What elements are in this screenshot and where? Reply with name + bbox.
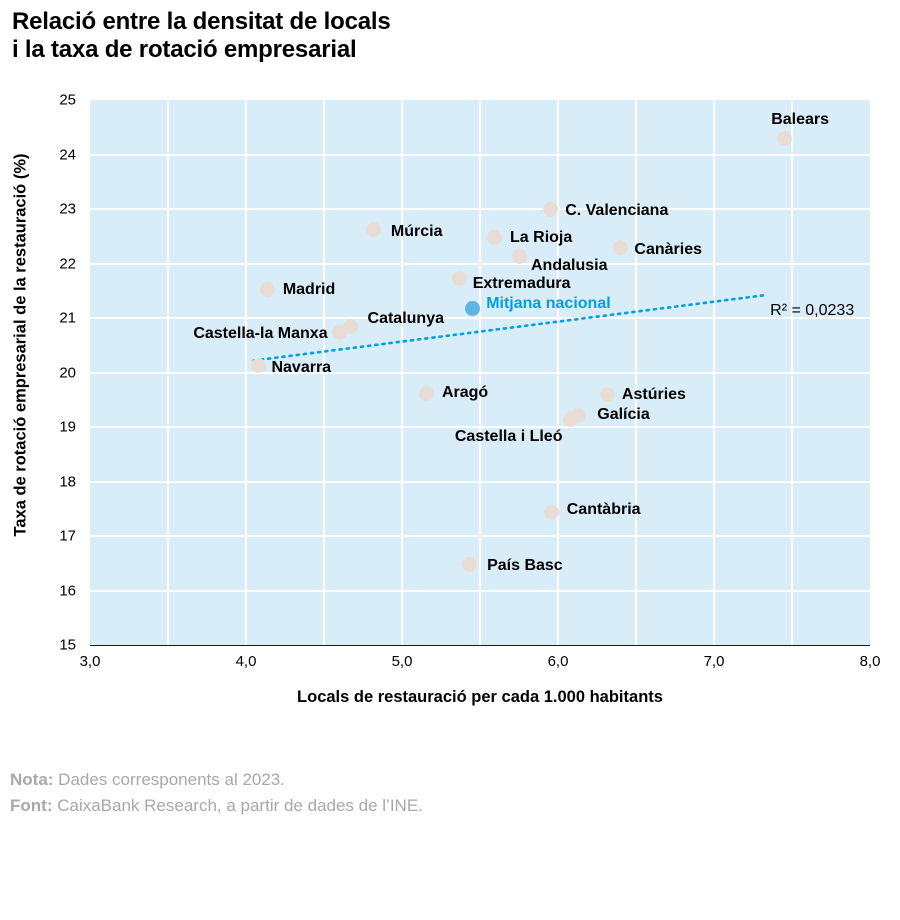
chart-title-line2: i la taxa de rotació empresarial — [12, 36, 357, 64]
chart-notes: Nota: Dades corresponents al 2023. Font:… — [10, 767, 423, 818]
y-tick-label: 19 — [59, 418, 76, 436]
y-tick-label: 23 — [59, 200, 76, 218]
h-gridline — [90, 535, 870, 537]
h-gridline — [90, 317, 870, 319]
point-label-navarra: Navarra — [271, 358, 332, 376]
source-prefix: Font: — [10, 795, 53, 815]
x-tick-label: 6,0 — [547, 653, 569, 670]
source-line: Font: CaixaBank Research, a partir de da… — [10, 793, 423, 819]
data-point-cant-bria — [544, 504, 560, 520]
point-label-catalunya: Catalunya — [367, 310, 444, 328]
note-line: Nota: Dades corresponents al 2023. — [10, 767, 423, 793]
point-label-gal-cia: Galícia — [597, 406, 650, 423]
data-point-pa-s-basc — [461, 557, 477, 573]
chart-title: Relació entre la densitat de locals i la… — [12, 8, 391, 64]
data-point-castella-la-manxa — [332, 325, 348, 341]
x-axis-title: Locals de restauració per cada 1.000 hab… — [297, 688, 663, 706]
point-label-can-ries: Canàries — [634, 241, 702, 259]
data-point-castella-i-lle — [562, 412, 578, 428]
x-tick-label: 4,0 — [235, 653, 257, 670]
x-tick-label: 3,0 — [79, 653, 101, 670]
data-point-m-rcia — [366, 222, 382, 238]
note-text: Dades corresponents al 2023. — [53, 770, 285, 789]
h-gridline — [90, 262, 870, 265]
y-tick-label: 20 — [59, 364, 76, 381]
data-point-arag — [419, 385, 435, 401]
source-text: CaixaBank Research, a partir de dades de… — [52, 795, 423, 815]
chart-title-line1: Relació entre la densitat de locals — [12, 8, 391, 35]
point-label-andalusia: Andalusia — [531, 256, 608, 274]
y-tick-label: 21 — [59, 309, 76, 327]
plot-area: 3,0 4,0 5,0 6,0 7,0 8,0 25 24 23 22 21 20 19 18 17 16 15… — [59, 92, 880, 671]
point-label-m-rcia: Múrcia — [390, 222, 443, 240]
point-label-pa-s-basc: País Basc — [487, 556, 563, 574]
data-point-extremadura — [452, 271, 468, 287]
point-label-madrid: Madrid — [282, 280, 336, 298]
y-tick-label: 15 — [59, 636, 76, 654]
data-point-c-valenciana — [542, 201, 558, 217]
trend-line — [252, 293, 767, 362]
point-label-cant-bria: Cantàbria — [566, 501, 641, 519]
point-label-castella-i-lle: Castella i Lleó — [454, 427, 563, 445]
x-tick-label: 5,0 — [391, 653, 413, 670]
y-tick-label: 18 — [59, 473, 76, 490]
y-tick-label: 24 — [59, 146, 76, 163]
h-gridline — [90, 589, 870, 592]
data-point-ast-ries — [600, 387, 616, 403]
y-tick-label: 22 — [59, 255, 76, 272]
y-tick-label: 25 — [59, 91, 76, 109]
point-label-c-valenciana: C. Valenciana — [565, 202, 669, 219]
h-gridline — [90, 371, 870, 374]
x-tick-label: 7,0 — [703, 653, 725, 670]
data-point-balears — [776, 130, 792, 146]
r-squared-label: R² = 0,0233 — [770, 302, 855, 320]
point-label-castella-la-manxa: Castella-la Manxa — [193, 324, 328, 342]
x-tick-label: 8,0 — [859, 653, 881, 670]
h-gridline — [90, 208, 870, 210]
data-point-andalusia — [511, 249, 527, 265]
note-prefix: Nota: — [10, 770, 54, 789]
point-label-balears: Balears — [771, 111, 830, 129]
point-label-extremadura: Extremadura — [472, 274, 571, 292]
point-label-mitjana-nacional: Mitjana nacional — [486, 294, 611, 312]
point-label-arag: Aragó — [441, 384, 489, 402]
point-label-la-rioja: La Rioja — [510, 229, 573, 247]
h-gridline — [90, 480, 870, 483]
h-gridline — [90, 153, 870, 156]
y-tick-label: 16 — [59, 582, 76, 599]
data-point-la-rioja — [486, 229, 502, 245]
y-axis-title: Taxa de rotació empresarial de la restau… — [11, 153, 30, 537]
data-point-mitjana-nacional — [464, 301, 480, 317]
point-label-ast-ries: Astúries — [621, 385, 686, 403]
data-point-navarra — [250, 358, 266, 374]
data-point-can-ries — [612, 239, 628, 255]
data-point-madrid — [260, 282, 276, 298]
h-gridline — [90, 426, 870, 428]
y-tick-label: 17 — [59, 527, 76, 545]
